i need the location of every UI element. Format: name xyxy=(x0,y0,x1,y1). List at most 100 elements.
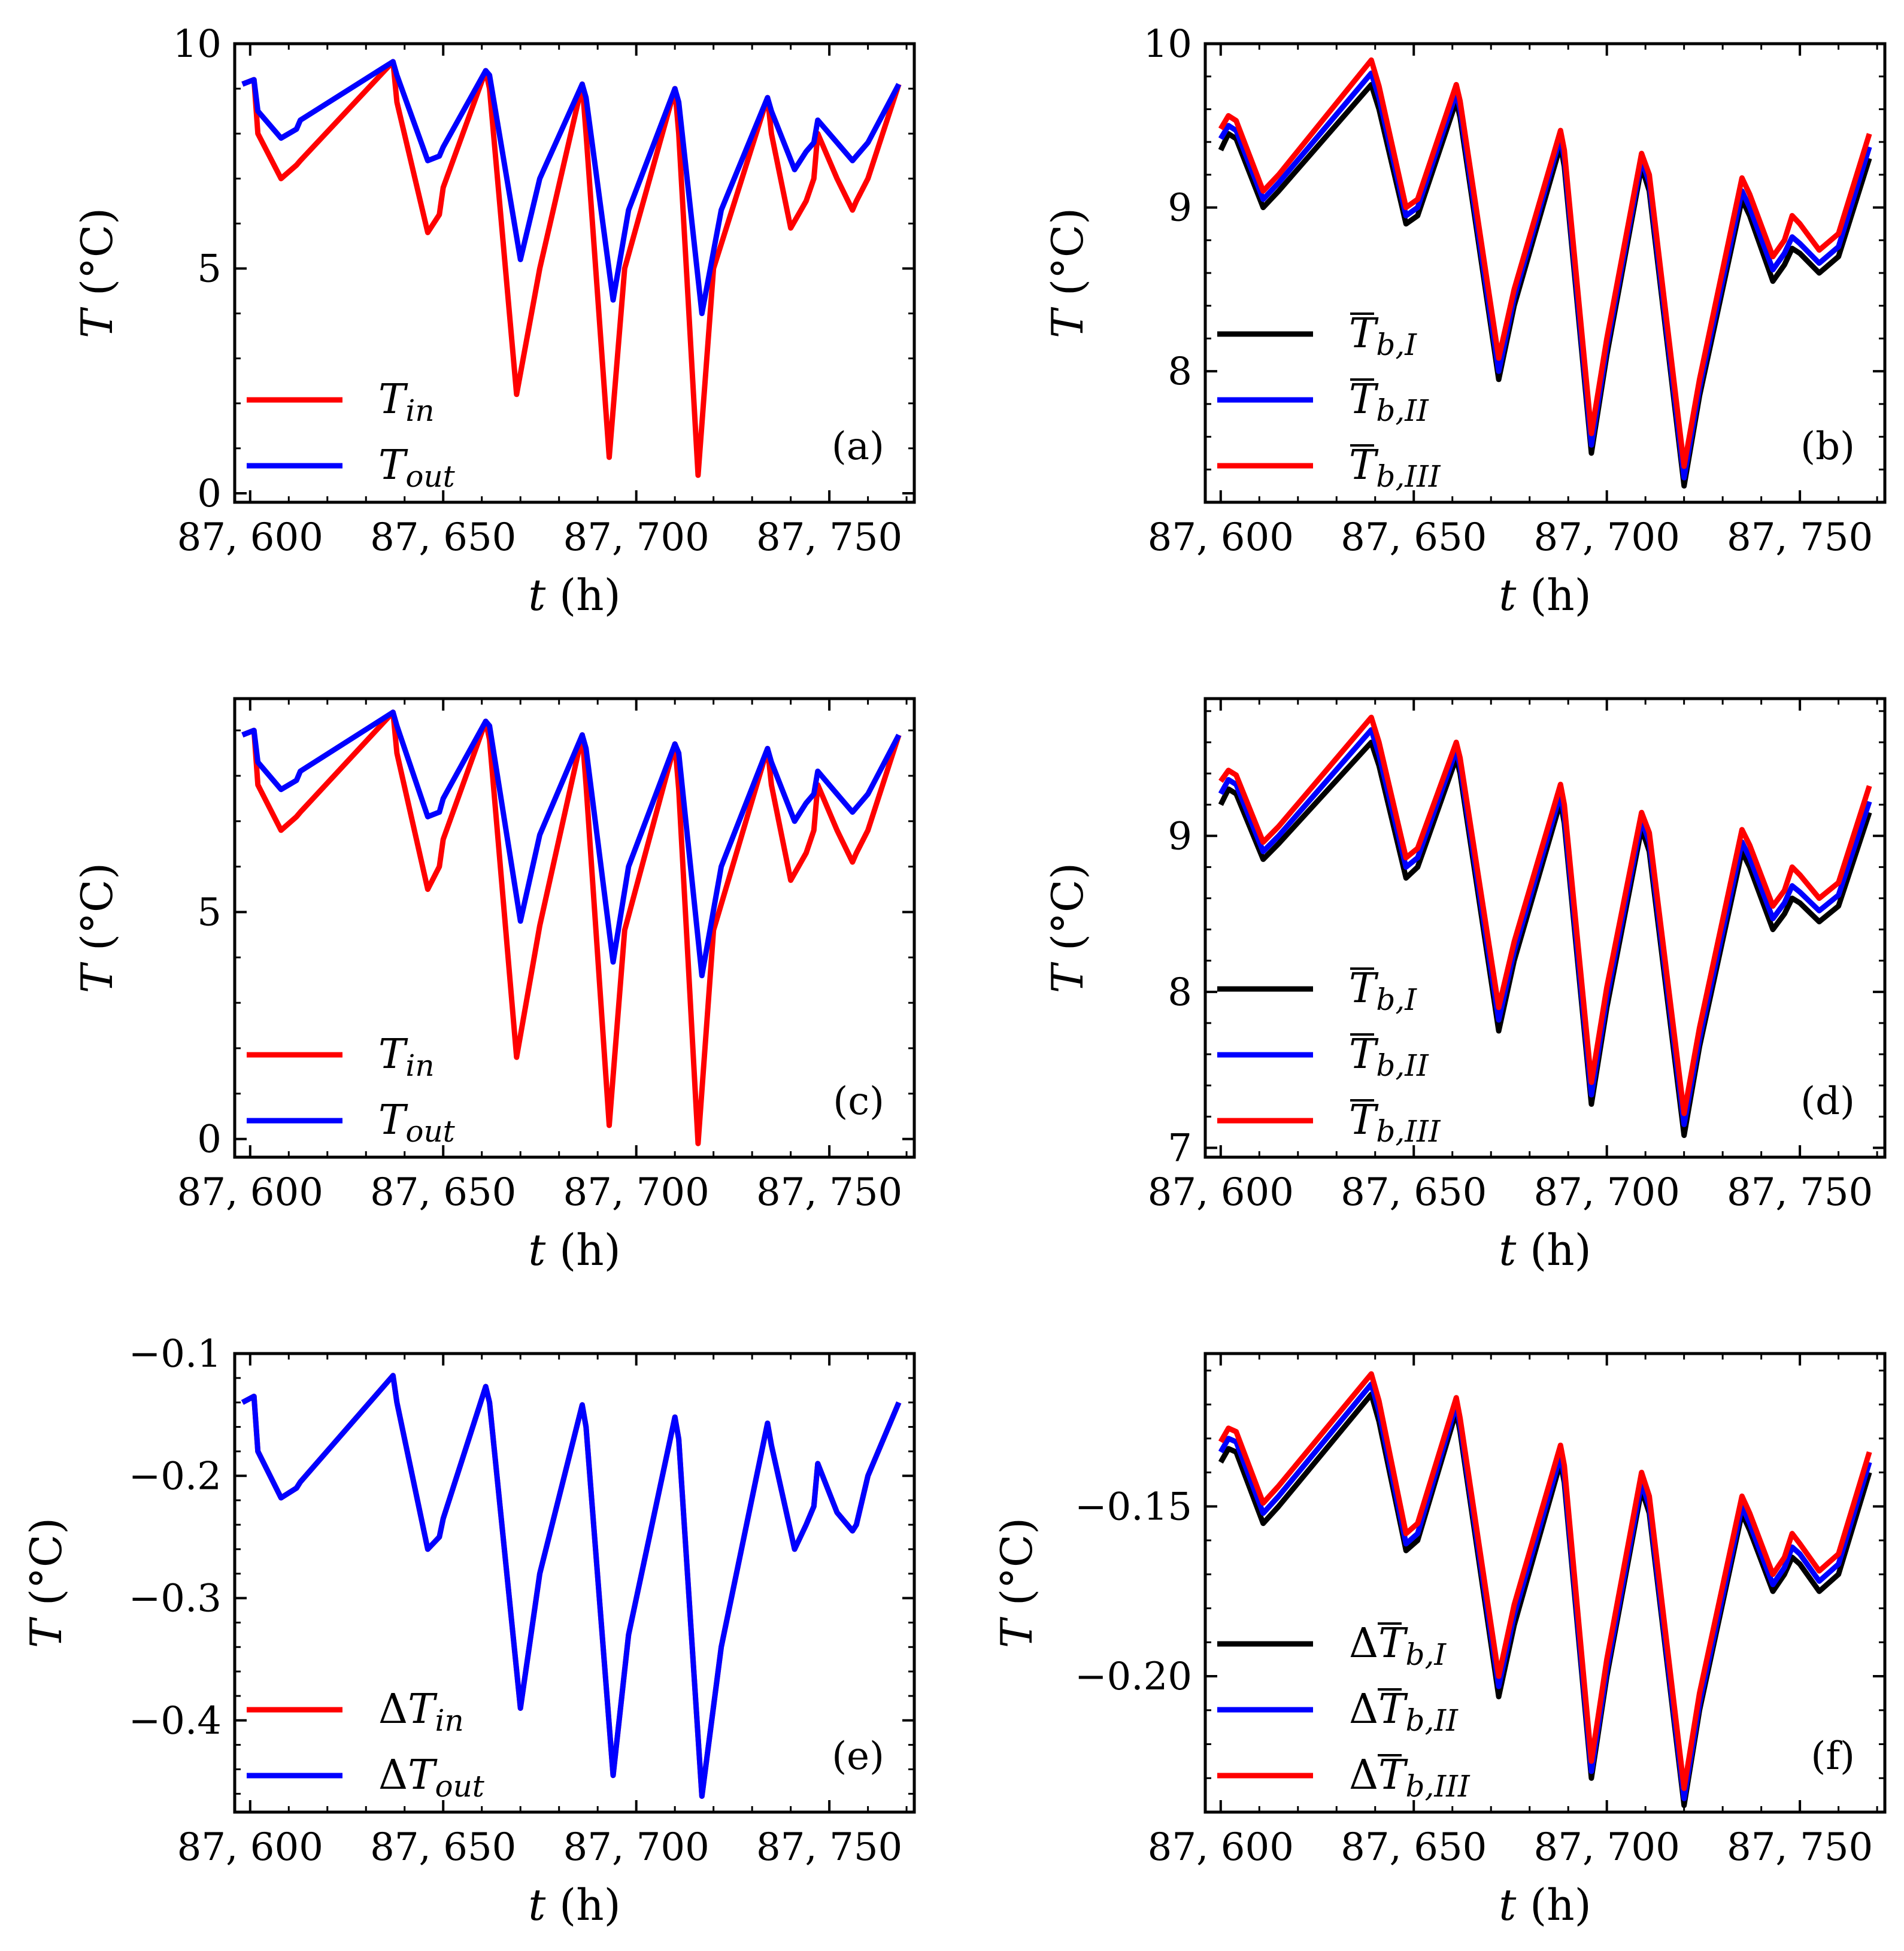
x-tick-label: 87, 750 xyxy=(1727,1170,1873,1215)
y-tick-label: 5 xyxy=(197,890,222,934)
x-tick-label: 87, 600 xyxy=(1148,1825,1294,1870)
x-tick-label: 87, 700 xyxy=(1534,1825,1680,1870)
y-axis-label: T (°C) xyxy=(992,1518,1042,1648)
legend-label-dT_in: ΔTin xyxy=(378,1686,464,1738)
y-tick-label: 7 xyxy=(1168,1126,1192,1170)
legend-label-Tb_III: Tb,III xyxy=(1349,442,1441,494)
legend-label-Tb_I: Tb,I xyxy=(1349,965,1417,1017)
svg-text:Tout: Tout xyxy=(378,1097,456,1149)
legend-label-dTb_I: ΔTb,I xyxy=(1349,1620,1447,1672)
x-tick-label: 87, 650 xyxy=(1341,515,1487,560)
y-tick-label: −0.1 xyxy=(129,1332,222,1376)
panel-a: 87, 600 87, 650 87, 700 87, 750 0 5 10 Tin Tout (… xyxy=(72,22,916,620)
x-tick-label: 87, 750 xyxy=(756,515,902,560)
y-axis-label: T (°C) xyxy=(1042,863,1093,993)
x-tick-label: 87, 750 xyxy=(1727,515,1873,560)
panel-tag: (e) xyxy=(832,1734,884,1779)
axes-frame xyxy=(233,42,916,504)
series-line-T_out xyxy=(241,709,902,979)
svg-text:Tin: Tin xyxy=(378,376,435,428)
y-tick-label: −0.15 xyxy=(1075,1485,1192,1529)
legend-label-T_in: Tin xyxy=(378,376,435,428)
svg-text:Tout: Tout xyxy=(378,442,456,494)
svg-text:Tb,III: Tb,III xyxy=(1349,1097,1441,1149)
x-tick-label: 87, 750 xyxy=(756,1170,902,1215)
svg-text:ΔTb,III: ΔTb,III xyxy=(1349,1752,1471,1804)
x-axis-label: t (h) xyxy=(1499,570,1591,620)
series-line-Tb_I xyxy=(1218,81,1872,489)
series-line-dTb_I xyxy=(1218,1391,1872,1809)
legend-label-dTb_III: ΔTb,III xyxy=(1349,1752,1471,1804)
legend-label-T_out: Tout xyxy=(378,1097,456,1149)
series-line-T_in xyxy=(241,709,902,1146)
x-axis-label: t (h) xyxy=(1499,1225,1591,1275)
x-axis-label: t (h) xyxy=(1499,1880,1591,1930)
y-tick-label: 0 xyxy=(197,1118,222,1162)
svg-text:ΔTout: ΔTout xyxy=(378,1752,485,1804)
y-tick-label: −0.4 xyxy=(129,1699,222,1743)
panel-e: 87, 600 87, 650 87, 700 87, 750 −0.1 −0.2 −0.3… xyxy=(21,1332,916,1930)
y-tick-label: −0.20 xyxy=(1075,1655,1192,1699)
legend-label-T_out: Tout xyxy=(378,442,456,494)
panel-tag: (b) xyxy=(1800,424,1855,469)
legend-label-Tb_III: Tb,III xyxy=(1349,1097,1441,1149)
y-tick-label: 5 xyxy=(197,247,222,291)
panel-f: 87, 600 87, 650 87, 700 87, 750 −0.15 −0.20 ΔT… xyxy=(992,1352,1887,1930)
x-tick-label: 87, 700 xyxy=(563,1170,710,1215)
axes-frame xyxy=(1203,697,1887,1159)
x-tick-label: 87, 750 xyxy=(1727,1825,1873,1870)
svg-text:Tb,II: Tb,II xyxy=(1349,376,1429,428)
svg-text:Tb,III: Tb,III xyxy=(1349,442,1441,494)
x-tick-label: 87, 650 xyxy=(370,1825,516,1870)
y-tick-label: 9 xyxy=(1168,186,1192,230)
svg-text:Tin: Tin xyxy=(378,1031,435,1083)
axes-frame xyxy=(233,697,916,1159)
svg-text:ΔTin: ΔTin xyxy=(378,1686,464,1738)
series-line-Tb_III xyxy=(1218,714,1872,1116)
legend-label-T_in: Tin xyxy=(378,1031,435,1083)
panel-b: 87, 600 87, 650 87, 700 87, 750 8 9 10 Tb,I Tb,I… xyxy=(1042,22,1887,620)
axes-frame xyxy=(1203,42,1887,504)
y-tick-label: 8 xyxy=(1168,970,1192,1015)
svg-text:Tb,II: Tb,II xyxy=(1349,1031,1429,1083)
panel-tag: (f) xyxy=(1811,1734,1855,1779)
y-tick-label: 9 xyxy=(1168,814,1192,858)
y-tick-label: −0.3 xyxy=(129,1577,222,1621)
legend-label-Tb_II: Tb,II xyxy=(1349,1031,1429,1083)
panel-tag: (c) xyxy=(833,1079,884,1124)
y-tick-label: −0.2 xyxy=(129,1454,222,1498)
svg-text:Tb,I: Tb,I xyxy=(1349,310,1417,362)
y-tick-label: 8 xyxy=(1168,350,1192,394)
x-tick-label: 87, 700 xyxy=(1534,515,1680,560)
panel-tag: (a) xyxy=(832,424,884,469)
x-tick-label: 87, 650 xyxy=(1341,1170,1487,1215)
x-tick-label: 87, 600 xyxy=(177,1170,323,1215)
x-axis-label: t (h) xyxy=(528,1880,620,1930)
x-tick-label: 87, 600 xyxy=(1148,515,1294,560)
legend-label-dTb_II: ΔTb,II xyxy=(1349,1686,1459,1738)
y-axis-label: T (°C) xyxy=(21,1518,71,1648)
series-line-Tb_III xyxy=(1218,57,1872,469)
series-line-T_in xyxy=(241,59,902,478)
x-axis-label: t (h) xyxy=(528,570,620,620)
series-line-dTb_III xyxy=(1218,1371,1872,1791)
y-tick-label: 0 xyxy=(197,472,222,516)
y-axis-label: T (°C) xyxy=(72,208,122,338)
x-tick-label: 87, 600 xyxy=(1148,1170,1294,1215)
x-tick-label: 87, 700 xyxy=(1534,1170,1680,1215)
x-tick-label: 87, 650 xyxy=(370,515,516,560)
x-tick-label: 87, 750 xyxy=(756,1825,902,1870)
axes-frame xyxy=(233,1352,916,1814)
y-tick-label: 10 xyxy=(1144,22,1192,66)
x-tick-label: 87, 700 xyxy=(563,1825,710,1870)
legend-label-Tb_I: Tb,I xyxy=(1349,310,1417,362)
svg-text:ΔTb,II: ΔTb,II xyxy=(1349,1686,1459,1738)
x-tick-label: 87, 600 xyxy=(177,515,323,560)
x-tick-label: 87, 650 xyxy=(1341,1825,1487,1870)
y-tick-label: 10 xyxy=(173,22,222,66)
legend-label-dT_out: ΔTout xyxy=(378,1752,485,1804)
x-tick-label: 87, 650 xyxy=(370,1170,516,1215)
y-axis-label: T (°C) xyxy=(1042,208,1093,338)
x-tick-label: 87, 600 xyxy=(177,1825,323,1870)
